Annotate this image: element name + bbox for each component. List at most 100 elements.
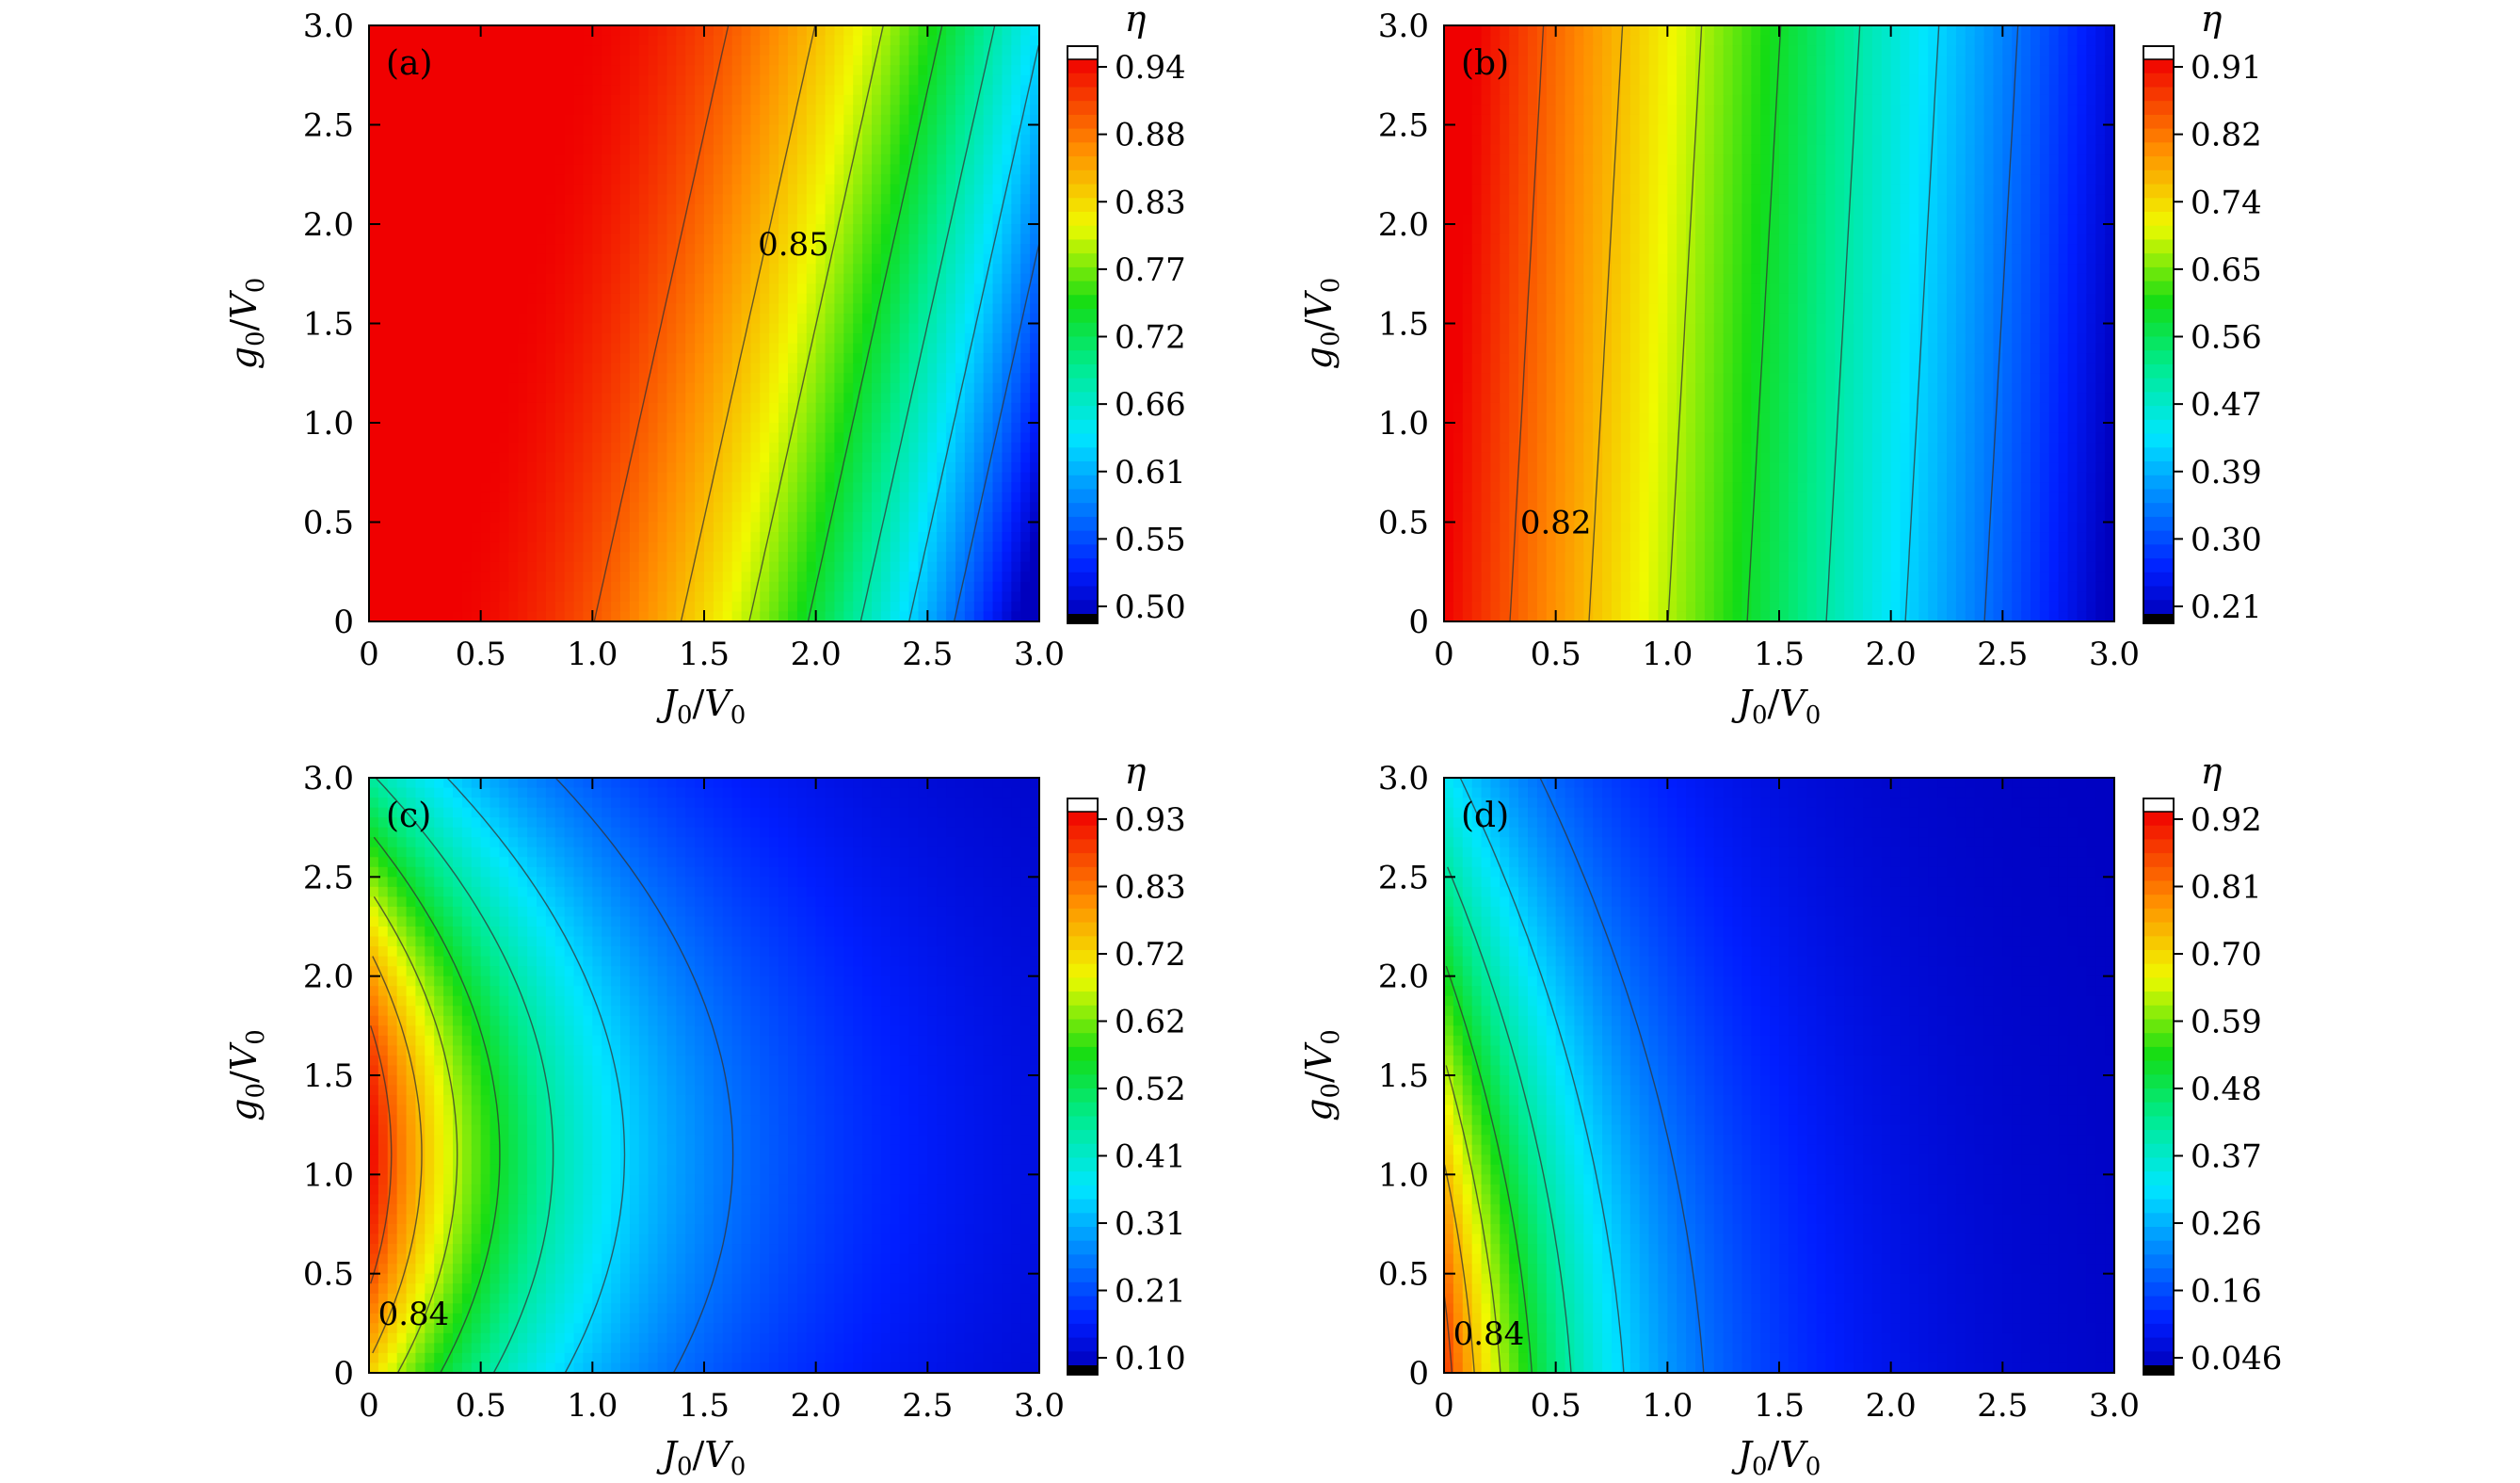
heatmap-cell	[676, 532, 687, 543]
heatmap-cell	[573, 382, 585, 395]
heatmap-cell	[387, 502, 398, 513]
heatmap-cell	[602, 611, 612, 622]
heatmap-cell	[434, 532, 444, 543]
heatmap-cell	[796, 443, 808, 454]
heatmap-cell	[583, 472, 594, 484]
heatmap-cell	[834, 253, 845, 265]
heatmap-cell	[1490, 482, 1501, 493]
heatmap-cell	[406, 203, 417, 216]
heatmap-cell	[666, 203, 678, 216]
heatmap-cell	[602, 552, 612, 563]
heatmap-cell	[1518, 253, 1529, 265]
heatmap-cell	[443, 561, 454, 573]
heatmap-cell	[406, 194, 417, 205]
heatmap-cell	[778, 234, 789, 245]
heatmap-cell	[1444, 154, 1454, 166]
heatmap-cell	[554, 393, 566, 404]
heatmap-cell	[788, 74, 798, 87]
heatmap-cell	[973, 313, 985, 325]
heatmap-cell	[1020, 363, 1031, 375]
heatmap-cell	[946, 393, 956, 404]
heatmap-cell	[788, 432, 798, 443]
heatmap-cell	[638, 313, 650, 325]
contour-value-label: 0.85	[758, 226, 829, 264]
heatmap-cell	[908, 611, 920, 622]
heatmap-cell	[369, 94, 379, 106]
heatmap-cell	[1490, 293, 1501, 305]
heatmap-cell	[1002, 443, 1013, 454]
heatmap-cell	[527, 135, 538, 146]
heatmap-cell	[890, 472, 901, 484]
heatmap-cell	[471, 174, 482, 185]
heatmap-cell	[815, 373, 827, 384]
heatmap-cell	[872, 561, 882, 573]
heatmap-cell	[1490, 581, 1501, 593]
heatmap-cell	[611, 154, 621, 166]
heatmap-cell	[1471, 472, 1483, 484]
heatmap-cell	[434, 511, 444, 524]
heatmap-cell	[750, 244, 762, 255]
heatmap-cell	[880, 124, 891, 136]
heatmap-cell	[676, 472, 687, 484]
heatmap-cell	[750, 511, 762, 524]
heatmap-cell	[1462, 572, 1473, 583]
heatmap-cell	[713, 432, 724, 443]
heatmap-cell	[713, 55, 724, 66]
heatmap-cell	[1444, 203, 1454, 216]
heatmap-cell	[620, 174, 631, 185]
heatmap-cell	[806, 313, 817, 325]
heatmap-cell	[750, 234, 762, 245]
heatmap-cell	[973, 482, 985, 493]
heatmap-cell	[676, 283, 687, 295]
heatmap-cell	[955, 293, 966, 305]
heatmap-cell	[480, 382, 491, 395]
heatmap-cell	[778, 443, 789, 454]
heatmap-cell	[973, 85, 985, 96]
heatmap-cell	[499, 472, 510, 484]
heatmap-cell	[518, 45, 528, 56]
heatmap-cell	[377, 532, 389, 543]
heatmap-cell	[471, 124, 482, 136]
heatmap-cell	[1462, 482, 1473, 493]
heatmap-cell	[406, 164, 417, 176]
heatmap-cell	[406, 124, 417, 136]
heatmap-cell	[387, 135, 398, 146]
heatmap-cell	[853, 203, 863, 216]
heatmap-cell	[666, 253, 678, 265]
heatmap-cell	[778, 561, 789, 573]
heatmap-cell	[908, 353, 920, 364]
heatmap-cell	[769, 144, 779, 155]
heatmap-cell	[369, 65, 379, 76]
heatmap-cell	[564, 55, 575, 66]
heatmap-cell	[425, 94, 436, 106]
heatmap-cell	[396, 611, 408, 622]
heatmap-cell	[1011, 174, 1022, 185]
heatmap-cell	[666, 432, 678, 443]
heatmap-cell	[583, 363, 594, 375]
heatmap-cell	[778, 154, 789, 166]
heatmap-cell	[443, 532, 454, 543]
heatmap-cell	[453, 283, 463, 295]
heatmap-cell	[778, 591, 789, 603]
heatmap-cell	[1444, 135, 1454, 146]
heatmap-cell	[666, 293, 678, 305]
heatmap-cell	[1030, 443, 1040, 454]
heatmap-cell	[406, 313, 417, 325]
heatmap-cell	[843, 522, 855, 533]
heatmap-cell	[508, 601, 520, 613]
heatmap-cell	[453, 203, 463, 216]
heatmap-cell	[629, 343, 640, 354]
heatmap-cell	[471, 293, 482, 305]
heatmap-cell	[872, 85, 882, 96]
heatmap-cell	[983, 472, 994, 484]
heatmap-cell	[955, 35, 966, 46]
heatmap-cell	[862, 224, 873, 235]
heatmap-cell	[1462, 462, 1473, 474]
heatmap-cell	[1453, 601, 1464, 613]
heatmap-cell	[490, 283, 501, 295]
heatmap-cell	[480, 154, 491, 166]
heatmap-cell	[937, 323, 947, 334]
heatmap-cell	[927, 591, 939, 603]
heatmap-cell	[825, 264, 836, 275]
heatmap-cell	[834, 45, 845, 56]
